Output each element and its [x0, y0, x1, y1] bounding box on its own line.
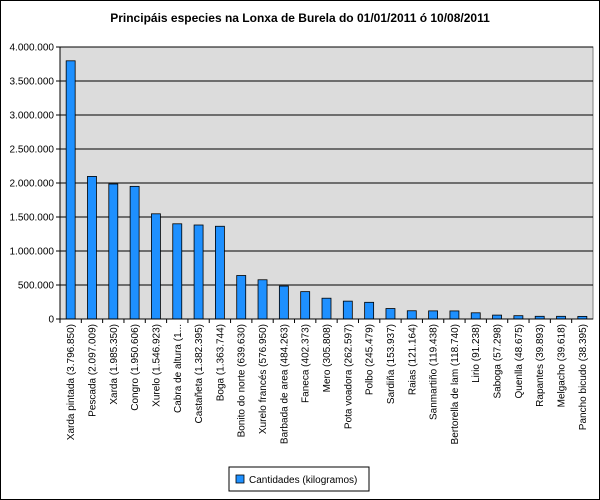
y-tick-label: 1.000.000 — [10, 247, 55, 258]
legend-label: Cantidades (kilogramos) — [249, 475, 357, 486]
x-tick-label: Sanmartiño (119.438) — [429, 324, 440, 420]
y-axis-ticks: 0 500.000 1.000.000 1.500.000 2.000.000 2.500… — [10, 43, 60, 326]
x-tick-label: Faneca (402.373) — [301, 324, 312, 403]
x-tick-label: Bonito do norte (639.630) — [237, 324, 248, 437]
axes — [59, 47, 593, 320]
x-tick-label: Mero (305.808) — [322, 324, 333, 392]
x-tick-label: Xurelo francés (576.950) — [258, 324, 269, 434]
y-tick-label: 2.000.000 — [10, 179, 55, 190]
x-tick-label: Pota voadora (262.597) — [343, 324, 354, 429]
chart-title: Principáis especies na Lonxa de Burela d… — [110, 11, 490, 25]
y-tick-label: 500.000 — [18, 281, 55, 292]
x-tick-label: Sardiña (153.937) — [386, 324, 397, 404]
bar — [321, 297, 332, 320]
bar — [87, 175, 97, 320]
bar — [300, 291, 311, 320]
bar — [129, 185, 140, 320]
x-tick-label: Barbada de area (484.263) — [279, 324, 290, 444]
bar — [492, 314, 502, 320]
x-tick-label: Saboga (57.298) — [493, 324, 504, 399]
bar — [214, 225, 225, 320]
x-tick-label: Boga (1.363.744) — [215, 324, 226, 401]
x-tick-label: Polbo (245.479) — [365, 324, 376, 395]
x-tick-label: Melgacho (39.618) — [557, 324, 568, 407]
y-tick-label: 4.000.000 — [10, 43, 55, 54]
x-tick-label: Cabra de altura (1... — [173, 324, 184, 413]
legend-swatch — [235, 474, 245, 484]
x-tick-label: Castañeta (1.382.395) — [194, 324, 205, 424]
y-tick-label: 3.000.000 — [10, 111, 55, 122]
y-tick-label: 0 — [48, 315, 54, 326]
bar — [65, 60, 76, 320]
x-tick-label: Quenlla (48.675) — [514, 324, 525, 399]
x-tick-label: Xurelo (1.546.923) — [151, 324, 162, 407]
x-tick-label: Rapantes (39.893) — [535, 324, 546, 407]
bar — [428, 310, 439, 320]
legend-box — [228, 466, 370, 492]
x-tick-label: Congro (1.950.606) — [130, 324, 141, 411]
bar — [236, 275, 247, 320]
bar — [257, 279, 268, 320]
bar — [172, 223, 183, 320]
x-axis-labels: Xarda pintada (3.796.850) Pescada (2.097.… — [59, 319, 589, 444]
x-tick-label: Xarda (1.985.350) — [109, 324, 120, 405]
gridlines — [60, 46, 593, 286]
y-tick-label: 1.500.000 — [10, 213, 55, 224]
x-tick-label: Pescada (2.097.009) — [87, 324, 98, 417]
x-tick-label: Xarda pintada (3.796.850) — [66, 324, 77, 440]
x-tick-label: Pancho bicudo (38.395) — [578, 324, 589, 430]
x-tick-label: Bertorella de lam (118.740) — [450, 324, 461, 444]
x-tick-label: Raias (121.164) — [407, 324, 418, 395]
bar — [193, 224, 204, 320]
bar — [108, 183, 119, 320]
bar — [151, 213, 161, 320]
legend: Cantidades (kilogramos) — [228, 466, 370, 492]
bar — [278, 285, 289, 320]
bar — [470, 312, 481, 320]
x-tick-label: Lirio (91.238) — [471, 324, 482, 383]
bar — [342, 300, 353, 320]
bar — [406, 310, 417, 320]
y-tick-label: 2.500.000 — [10, 145, 55, 156]
bar — [385, 308, 396, 320]
bar — [449, 310, 460, 320]
bar — [364, 301, 375, 320]
y-tick-label: 3.500.000 — [10, 77, 55, 88]
